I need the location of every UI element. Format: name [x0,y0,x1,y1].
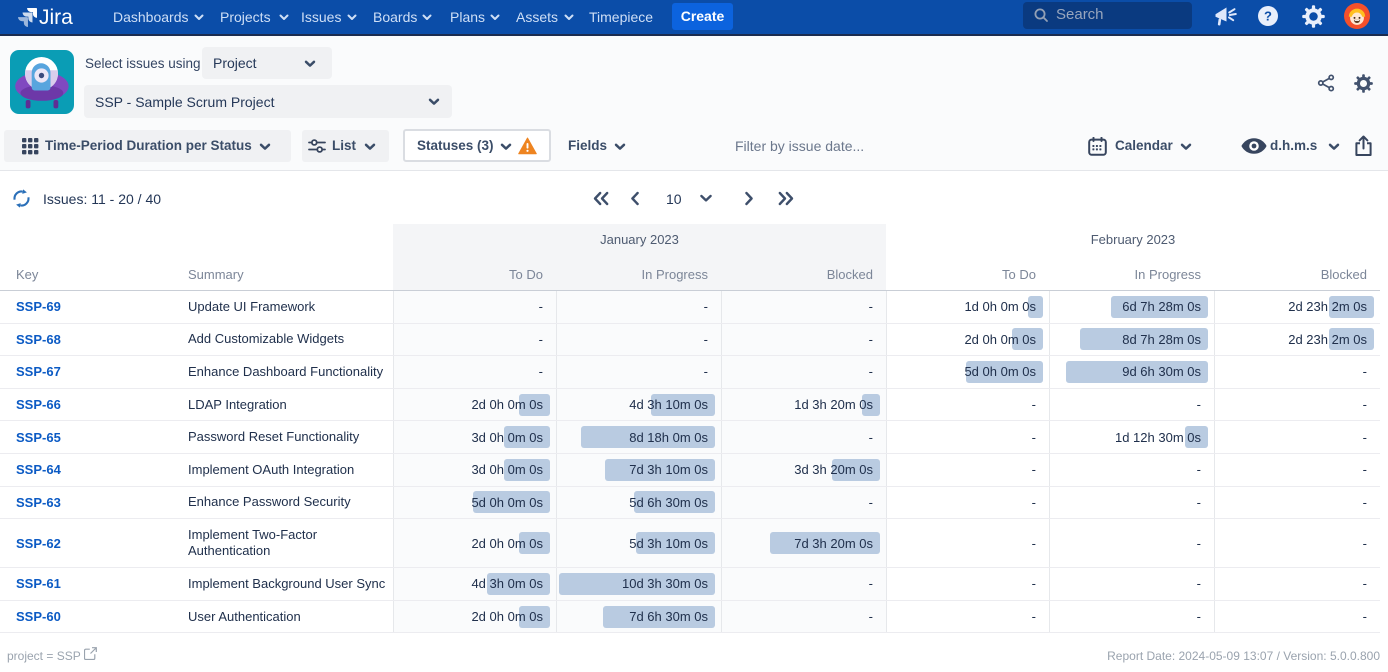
svg-text:?: ? [1264,9,1272,24]
